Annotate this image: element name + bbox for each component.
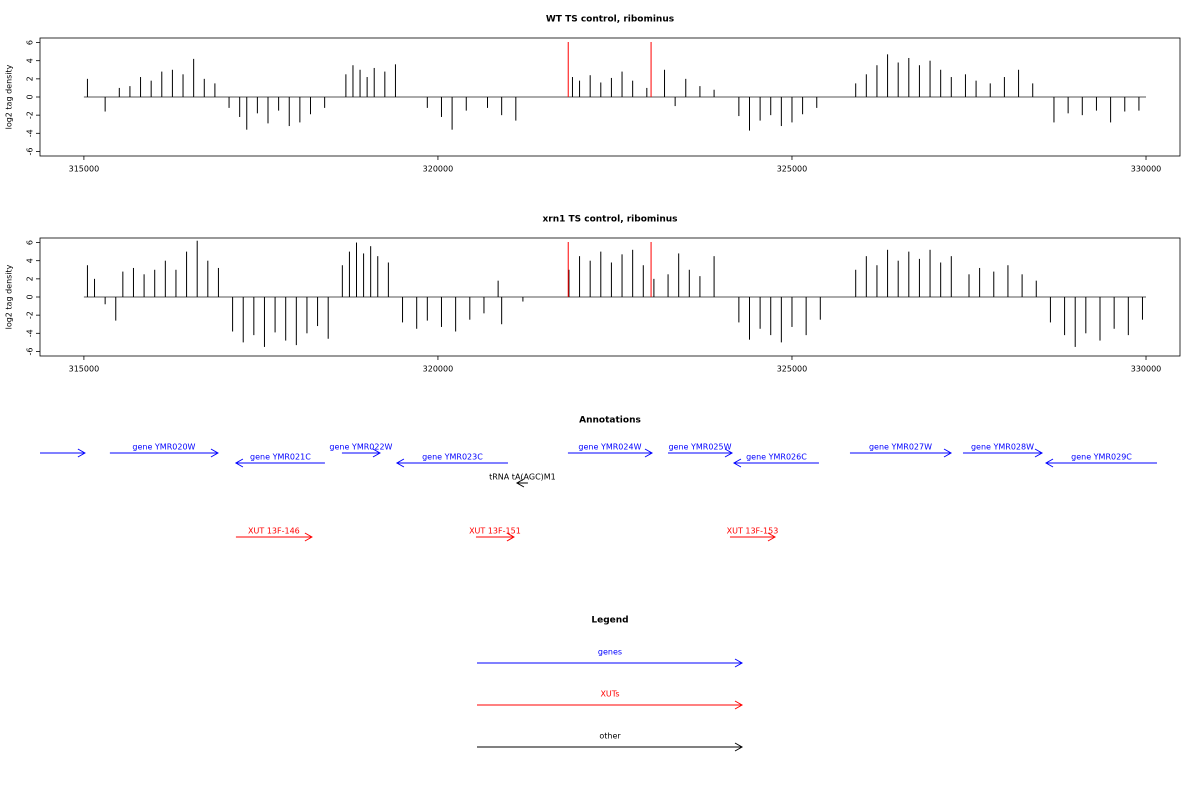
x-tick-label: 320000 [423,165,454,174]
y-tick-label: -4 [26,329,35,337]
feature-arrow [515,478,528,488]
feature-label: gene YMR025W [668,443,731,452]
y-tick-label: 6 [26,240,35,245]
x-tick-label: 325000 [777,165,808,174]
arrow-head [732,458,742,468]
legend-label: genes [598,648,622,657]
feature-label: XUT 13F-146 [248,527,300,536]
annotations-title: Annotations [579,416,641,426]
y-tick-label: -4 [26,129,35,137]
arrow-head [506,532,515,542]
feature-arrow [729,532,776,542]
chart-title: xrn1 TS control, ribominus [542,215,677,225]
x-tick-label: 330000 [1131,165,1162,174]
x-tick-label: 315000 [69,365,100,374]
legend-arrow [477,742,744,752]
arrow-head [1034,448,1044,458]
feature-label: tRNA tA(AGC)M1 [489,473,556,482]
x-tick-label: 315000 [69,165,100,174]
feature-label: gene YMR021C [250,453,311,462]
feature-arrow [395,458,508,468]
feature-arrow [40,448,86,458]
feature-arrow [849,448,953,458]
feature-label: XUT 13F-151 [469,527,521,536]
y-axis-label: log2 tag density [5,264,14,329]
y-tick-label: -6 [26,147,35,155]
y-tick-label: 2 [26,276,35,281]
feature-label: gene YMR028W [971,443,1034,452]
x-tick-label: 330000 [1131,365,1162,374]
feature-arrow [341,448,381,458]
feature-arrow [1045,458,1157,468]
y-tick-label: 2 [26,76,35,81]
feature-arrow [234,458,325,468]
arrow-head [210,448,219,458]
arrow-head [395,458,405,468]
arrow-head [1045,458,1054,468]
arrow-head [234,458,244,468]
chart-title: WT TS control, ribominus [546,15,674,25]
y-tick-label: 0 [26,294,35,299]
feature-arrow [567,448,653,458]
x-tick-label: 325000 [777,365,808,374]
arrow-head [515,478,525,488]
arrow-head [724,448,734,458]
feature-arrow [235,532,313,542]
arrow-head [734,700,744,710]
feature-arrow [962,448,1044,458]
arrow-head [77,448,86,458]
arrow-head [304,532,313,542]
feature-label: gene YMR022W [329,443,392,452]
feature-arrow [109,448,219,458]
legend-title: Legend [591,616,628,626]
y-tick-label: 6 [26,40,35,45]
arrow-head [734,658,744,668]
y-tick-label: 4 [26,258,35,263]
feature-label: XUT 13F-153 [727,527,779,536]
arrow-head [767,532,776,542]
feature-label: gene YMR024W [578,443,641,452]
feature-arrow [667,448,734,458]
x-tick-label: 320000 [423,365,454,374]
feature-arrow [475,532,515,542]
feature-label: gene YMR027W [869,443,932,452]
arrow-head [943,448,953,458]
legend-arrow [477,700,744,710]
y-tick-label: -2 [26,311,35,319]
arrow-head [644,448,653,458]
y-tick-label: -6 [26,347,35,355]
feature-label: gene YMR029C [1071,453,1132,462]
y-tick-label: 0 [26,94,35,99]
legend-arrow [477,658,744,668]
feature-label: gene YMR020W [132,443,195,452]
y-tick-label: 4 [26,58,35,63]
arrow-head [372,448,381,458]
y-axis-label: log2 tag density [5,64,14,129]
arrow-head [734,742,744,752]
legend-label: XUTs [600,690,619,699]
y-tick-label: -2 [26,111,35,119]
feature-arrow [732,458,819,468]
legend-label: other [599,732,621,741]
feature-label: gene YMR023C [422,453,483,462]
feature-label: gene YMR026C [746,453,807,462]
